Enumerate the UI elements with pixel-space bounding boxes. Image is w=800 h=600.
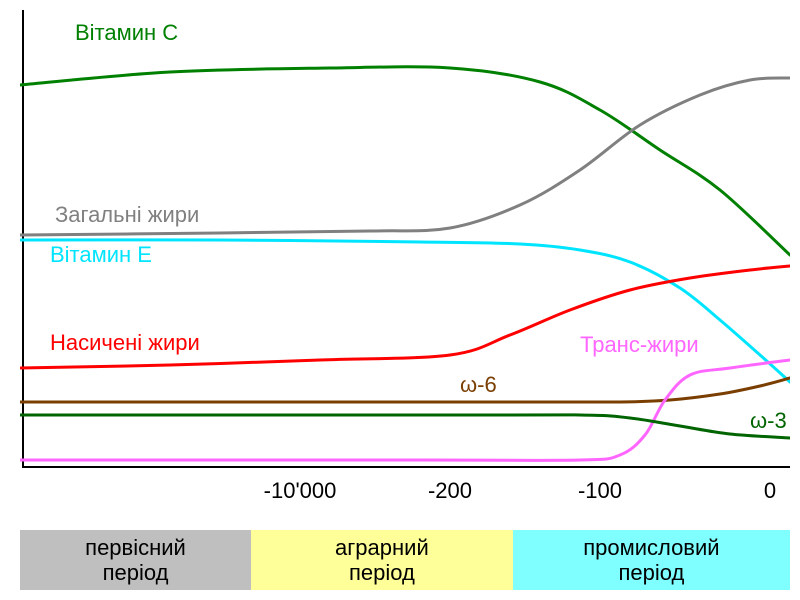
x-tick-2: -100 <box>578 478 622 504</box>
period-segment-2: промисловийперіод <box>513 530 790 590</box>
series-label-trans_fat: Транс-жири <box>580 332 699 358</box>
period-segment-0: первіснийперіод <box>20 530 251 590</box>
series-label-omega3: ω-3 <box>750 408 787 434</box>
x-tick-3: 0 <box>764 478 776 504</box>
series-label-vitamin_c: Вітамин С <box>75 20 178 46</box>
period-segment-1: аграрнийперіод <box>251 530 513 590</box>
series-label-total_fat: Загальні жири <box>55 202 199 228</box>
period-label-1: аграрний <box>335 535 429 560</box>
period-label2-0: період <box>103 560 169 585</box>
chart-area: Вітамин С Загальні жири Вітамин E Насичені … <box>20 10 790 470</box>
period-label2-2: період <box>618 560 684 585</box>
series-label-vitamin_e: Вітамин E <box>50 242 152 268</box>
x-tick-0: -10'000 <box>264 478 337 504</box>
series-omega3 <box>20 415 790 438</box>
series-label-saturated_fat: Насичені жири <box>50 330 200 356</box>
period-label2-1: період <box>349 560 415 585</box>
series-trans_fat <box>20 360 790 460</box>
period-label-2: промисловий <box>583 535 719 560</box>
chart-svg <box>20 10 790 470</box>
period-label-0: первісний <box>85 535 186 560</box>
x-tick-1: -200 <box>428 478 472 504</box>
period-bar: первіснийперіодаграрнийперіодпромисловий… <box>20 530 790 590</box>
series-label-omega6: ω-6 <box>460 372 497 398</box>
